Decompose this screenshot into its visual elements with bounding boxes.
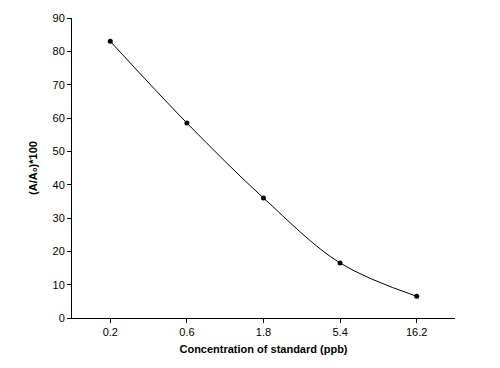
svg-text:0.6: 0.6 bbox=[179, 326, 194, 338]
svg-text:70: 70 bbox=[53, 79, 65, 91]
svg-text:16.2: 16.2 bbox=[406, 326, 427, 338]
svg-text:60: 60 bbox=[53, 112, 65, 124]
svg-text:40: 40 bbox=[53, 179, 65, 191]
svg-text:20: 20 bbox=[53, 245, 65, 257]
svg-text:Concentration of standard (ppb: Concentration of standard (ppb) bbox=[179, 343, 347, 355]
svg-text:30: 30 bbox=[53, 212, 65, 224]
svg-text:50: 50 bbox=[53, 145, 65, 157]
svg-text:1.8: 1.8 bbox=[256, 326, 271, 338]
svg-text:90: 90 bbox=[53, 12, 65, 24]
svg-text:5.4: 5.4 bbox=[332, 326, 347, 338]
svg-text:0: 0 bbox=[59, 312, 65, 324]
svg-text:(A/A₀)*100: (A/A₀)*100 bbox=[27, 141, 39, 195]
svg-text:10: 10 bbox=[53, 279, 65, 291]
svg-text:0.2: 0.2 bbox=[103, 326, 118, 338]
svg-text:80: 80 bbox=[53, 45, 65, 57]
